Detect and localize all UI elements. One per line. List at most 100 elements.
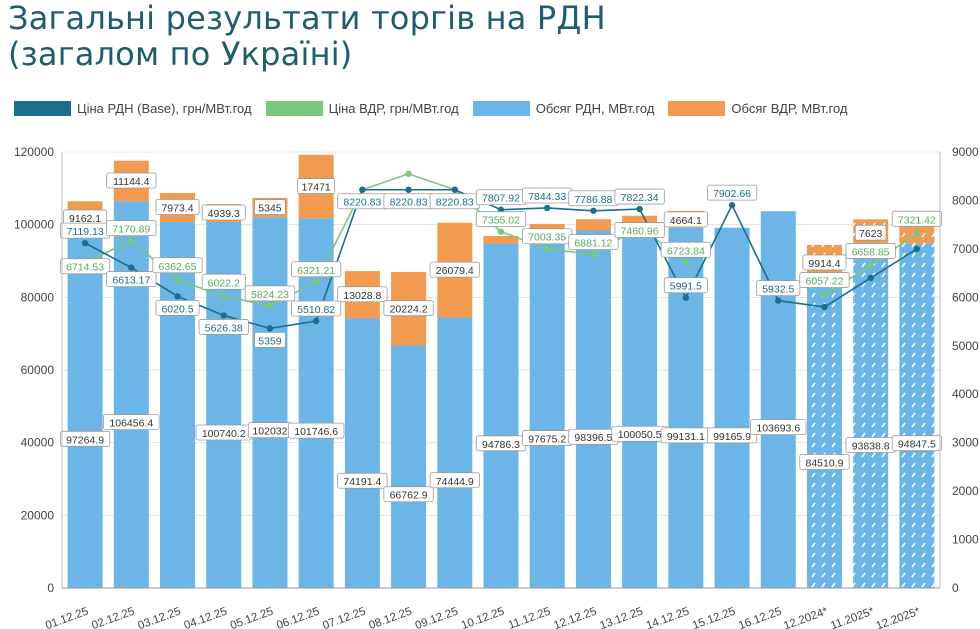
label-vdr-price-text: 6321.21 [297,265,335,277]
legend-item-rdn-volume[interactable]: Обсяг РДН, МВт.год [472,101,654,116]
line-vdr-price-point [266,302,274,310]
legend-swatch-vdr-volume [668,101,726,116]
label-vdr-price: 7003.35 [522,228,573,245]
line-rdn-price-point [359,186,366,193]
label-rdn-price-box [106,271,157,288]
x-tick-label: 07.12.25 [321,606,367,629]
label-vdr-price-text: 6057.22 [805,276,843,288]
chart-legend: Ціна РДН (Base), грн/МВт.год Ціна ВДР, г… [14,101,862,116]
legend-label-vdr-volume: Обсяг ВДР, МВт.год [731,101,848,116]
label-vdr-volume-text: 7973.4 [161,202,193,214]
bar-rdn-volume [714,227,750,588]
label-vdr-volume-text: 17471 [302,182,331,194]
label-vdr-price-box [614,222,665,238]
label-vdr-price: 6658.85 [845,243,896,259]
label-rdn-price: 7786.88 [568,190,619,207]
legend-swatch-rdn-price [14,101,71,116]
label-vdr-price-box [106,220,157,237]
bar-rdn-volume [575,230,611,588]
y-right-tick-label: 4000 [952,387,979,401]
label-rdn-volume: 93838.8 [845,437,896,453]
x-tick-label: 13.12.25 [598,606,644,629]
label-rdn-price-box [254,331,286,348]
y-right-tick-label: 5000 [952,339,979,353]
line-rdn-price-point [590,207,597,214]
label-vdr-volume: 11144.4 [106,172,157,189]
label-rdn-volume-box [750,419,807,436]
line-rdn-price-point [451,186,458,193]
label-rdn-volume: 94786.3 [475,435,527,452]
label-vdr-volume-box [297,178,336,194]
y-right-tick-label: 7000 [952,242,979,256]
label-vdr-price: 6022.2 [201,273,246,290]
label-vdr-price: 7355.02 [475,211,527,228]
label-rdn-price-text: 7119.13 [67,226,104,238]
y-left-tick-label: 0 [47,581,54,595]
label-vdr-volume-text: 4664.1 [670,215,702,227]
label-rdn-volume: 97675.2 [522,430,573,446]
label-rdn-price: 5626.38 [198,319,249,335]
y-left-tick-label: 20000 [21,508,55,522]
label-vdr-volume: 26079.4 [429,261,480,278]
label-vdr-volume: 5345 [254,199,286,215]
label-rdn-price: 7844.33 [522,187,573,204]
bar-rdn-volume [899,243,935,588]
label-vdr-volume: 9914.4 [802,254,847,271]
label-vdr-price-box [244,285,296,302]
label-rdn-volume: 74444.9 [429,472,480,489]
label-rdn-price-text: 5932.5 [762,284,794,296]
label-vdr-price-text: 5824.23 [251,289,289,301]
legend-item-vdr-volume[interactable]: Обсяг ВДР, МВт.год [668,101,848,116]
y-right-tick-label: 1000 [952,533,979,547]
label-rdn-price-box [155,299,200,316]
line-rdn-price-point [544,204,551,212]
label-rdn-price: 5359 [254,331,286,348]
y-left-tick-label: 120000 [14,145,54,159]
label-vdr-price-text: 6723.84 [667,245,705,257]
label-rdn-volume-text: 102032 [252,426,287,438]
label-vdr-volume-text: 11144.4 [113,176,150,188]
bar-rdn-volume [67,234,103,589]
line-rdn-price-point [128,264,135,271]
label-vdr-price-text: 6881.12 [574,238,612,250]
label-rdn-price: 6020.5 [155,299,200,316]
label-rdn-volume-text: 100740.2 [202,428,246,440]
label-vdr-price: 6881.12 [568,234,619,251]
line-rdn-price-point [775,297,782,304]
x-tick-label: 16.12.25 [737,606,783,629]
label-vdr-volume: 13028.8 [337,286,388,303]
label-vdr-volume-box [383,300,434,317]
bar-vdr-volume [622,215,658,225]
label-rdn-volume-box [337,472,388,489]
x-tick-label: 11.2025* [829,605,876,629]
label-rdn-price-text: 8220.83 [343,197,381,209]
label-rdn-price: 8220.83 [337,193,388,210]
x-tick-label: 10.12.25 [460,606,506,629]
label-rdn-volume-text: 100050.5 [618,429,662,441]
legend-item-rdn-price[interactable]: Ціна РДН (Base), грн/МВт.год [14,101,252,116]
label-vdr-price-text: 6658.85 [852,246,890,258]
label-rdn-price-box [706,184,758,201]
label-vdr-volume-box [155,199,200,215]
label-rdn-volume: 100740.2 [195,424,252,441]
label-vdr-volume: 4664.1 [663,211,708,228]
label-vdr-volume-text: 13028.8 [343,290,381,302]
label-rdn-price-text: 7902.66 [713,188,751,200]
label-vdr-volume-box [663,211,708,228]
bar-rdn-volume [113,201,149,588]
legend-item-vdr-price[interactable]: Ціна ВДР, грн/МВт.год [265,101,459,116]
label-rdn-volume: 74191.4 [337,472,388,489]
line-vdr-price-point [821,291,828,298]
bar-rdn-volume [252,217,288,588]
label-rdn-volume: 101746.6 [287,422,345,439]
label-rdn-price-text: 5359 [258,335,282,347]
label-vdr-volume-box [429,261,480,278]
label-vdr-volume: 4939.3 [201,204,246,221]
label-rdn-volume-text: 74191.4 [343,476,381,488]
y-right-tick-label: 8000 [952,193,979,207]
y-right-tick-label: 2000 [952,484,979,498]
x-tick-label: 08.12.25 [367,606,413,629]
label-vdr-volume-text: 4939.3 [208,208,240,220]
label-rdn-volume-text: 93838.8 [852,441,890,453]
label-rdn-volume: 94847.5 [891,435,942,452]
